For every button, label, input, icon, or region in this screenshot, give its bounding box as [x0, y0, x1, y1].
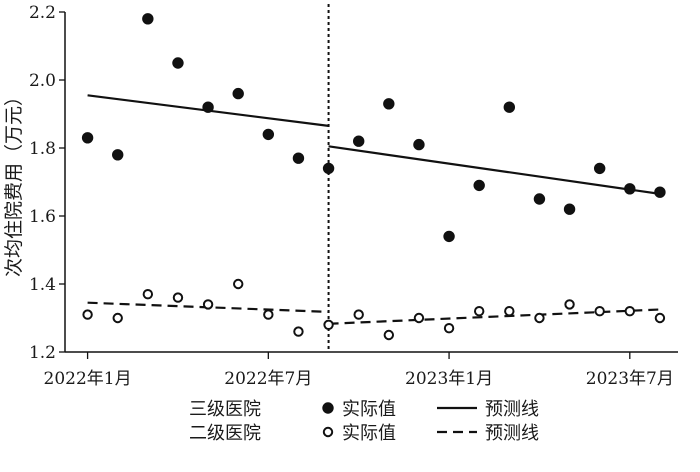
x-tick-label: 2023年7月	[586, 369, 674, 389]
secondary-actual-point	[383, 329, 395, 341]
y-tick-label: 1.6	[29, 207, 56, 227]
y-tick-label: 2.2	[29, 3, 56, 23]
tertiary-actual-point	[172, 57, 184, 69]
trend-line-secondary-seg2	[328, 308, 660, 325]
y-tick-label: 2.0	[29, 71, 56, 91]
tertiary-actual-point	[413, 138, 425, 151]
secondary-actual-point	[202, 299, 214, 310]
secondary-actual-point	[112, 312, 123, 324]
legend-group-label: 三级医院	[189, 399, 261, 420]
secondary-actual-point	[323, 319, 334, 330]
x-tick-label: 2022年1月	[44, 369, 132, 389]
secondary-actual-point	[443, 323, 455, 334]
tertiary-actual-point	[142, 13, 154, 25]
x-tick-label: 2022年7月	[224, 369, 312, 389]
tertiary-actual-point	[473, 179, 485, 192]
y-tick-label: 1.8	[29, 139, 56, 159]
tertiary-actual-point	[624, 183, 636, 195]
secondary-actual-point	[293, 326, 304, 337]
secondary-actual-point	[654, 312, 666, 324]
legend-line-label: 预测线	[485, 399, 539, 420]
legend-line-label: 预测线	[485, 423, 539, 444]
secondary-actual-point	[564, 299, 575, 310]
tertiary-actual-point	[383, 98, 395, 110]
tertiary-actual-point	[81, 132, 94, 144]
x-tick-label: 2023年1月	[405, 369, 493, 389]
secondary-actual-point	[82, 309, 93, 320]
secondary-actual-point	[172, 292, 184, 303]
trend-line-tertiary-seg2	[328, 145, 661, 195]
legend-marker	[322, 402, 334, 414]
secondary-actual-point	[594, 306, 605, 317]
legend-marker	[322, 426, 334, 438]
tertiary-actual-point	[533, 193, 546, 205]
legend-group-label: 二级医院	[189, 423, 261, 444]
tertiary-actual-point	[503, 101, 516, 113]
secondary-actual-point	[263, 309, 274, 320]
secondary-actual-point	[473, 306, 485, 317]
secondary-actual-point	[504, 306, 515, 317]
secondary-actual-point	[534, 312, 545, 324]
secondary-actual-point	[624, 306, 636, 317]
tertiary-actual-point	[232, 87, 244, 100]
y-axis-title: 次均住院费用（万元）	[3, 87, 25, 277]
secondary-actual-point	[413, 312, 425, 324]
tertiary-actual-point	[352, 135, 365, 147]
tertiary-actual-point	[322, 162, 335, 175]
tertiary-actual-point	[202, 101, 214, 113]
legend-kind-label: 实际值	[342, 399, 396, 420]
tertiary-actual-point	[292, 152, 305, 164]
y-tick-label: 1.2	[29, 343, 56, 363]
secondary-actual-point	[142, 289, 154, 300]
tertiary-actual-point	[443, 230, 455, 243]
tertiary-actual-point	[563, 203, 576, 215]
tertiary-actual-point	[262, 128, 275, 141]
tertiary-actual-point	[654, 186, 666, 198]
tertiary-actual-point	[593, 162, 606, 175]
tertiary-actual-point	[112, 149, 124, 161]
secondary-actual-point	[233, 278, 244, 290]
legend-kind-label: 实际值	[342, 423, 396, 444]
y-tick-label: 1.4	[29, 275, 56, 295]
secondary-actual-point	[353, 309, 364, 320]
